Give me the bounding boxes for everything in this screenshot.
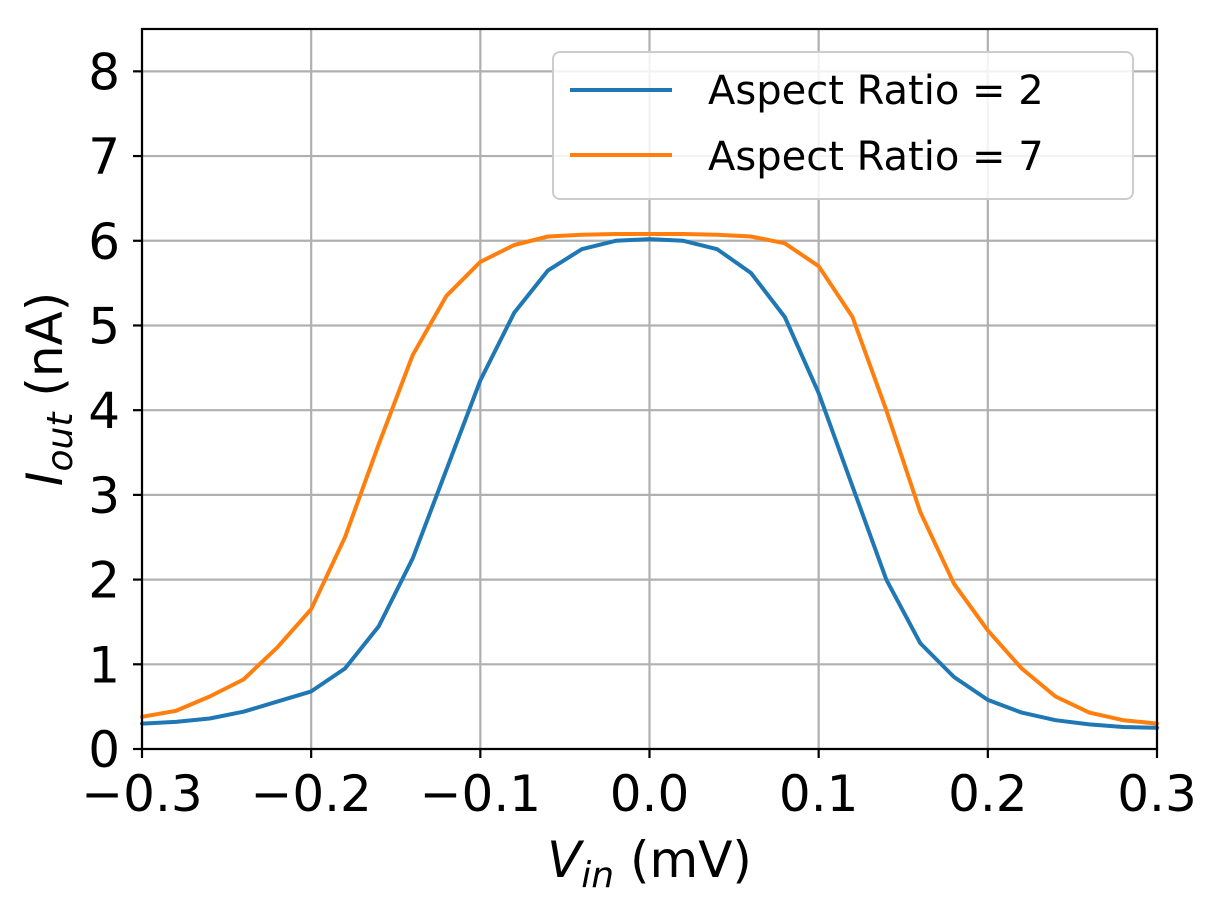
x-tick-label: −0.2	[250, 765, 371, 823]
y-tick-label: 4	[88, 382, 120, 440]
y-axis-title-unit: (nA)	[16, 292, 74, 413]
series-group	[140, 232, 1159, 730]
x-tick-label: 0.2	[948, 765, 1028, 823]
y-tick-label: 3	[88, 467, 120, 525]
legend-label-aspect-ratio-7: Aspect Ratio = 7	[708, 134, 1044, 180]
y-axis-title-main: I	[16, 472, 74, 487]
x-tick-label: 0.1	[779, 765, 859, 823]
x-tick-label: 0.0	[610, 765, 690, 823]
x-axis-title-sub: in	[581, 855, 614, 896]
legend-box	[552, 51, 1134, 200]
y-tick-label: 6	[88, 213, 120, 271]
x-axis-title-main: V	[547, 831, 585, 889]
y-tick-label: 5	[88, 297, 120, 355]
y-tick-label: 1	[88, 636, 120, 694]
x-tick-label: 0.3	[1117, 765, 1197, 823]
legend-label-aspect-ratio-2: Aspect Ratio = 2	[708, 68, 1044, 114]
y-axis-title-sub: out	[40, 411, 81, 472]
y-tick-label: 2	[88, 552, 120, 610]
x-axis-title-unit: (mV)	[614, 831, 752, 889]
series-line-aspect-ratio-2	[140, 237, 1159, 730]
x-tick-label: −0.3	[81, 765, 202, 823]
legend: Aspect Ratio = 2 Aspect Ratio = 7	[552, 51, 1134, 200]
y-tick-label: 7	[88, 128, 120, 186]
ticks: −0.3 −0.2 −0.1 0.0 0.1 0.2 0.3 0 1 2 3 4 5 6 7 8	[81, 43, 1196, 823]
x-axis-title: Vin (mV)	[547, 831, 752, 896]
y-axis-title: Iout (nA)	[16, 292, 81, 487]
y-tick-label: 0	[88, 721, 120, 779]
x-tick-label: −0.1	[420, 765, 541, 823]
y-tick-label: 8	[88, 43, 120, 101]
series-line-aspect-ratio-7	[140, 232, 1159, 726]
